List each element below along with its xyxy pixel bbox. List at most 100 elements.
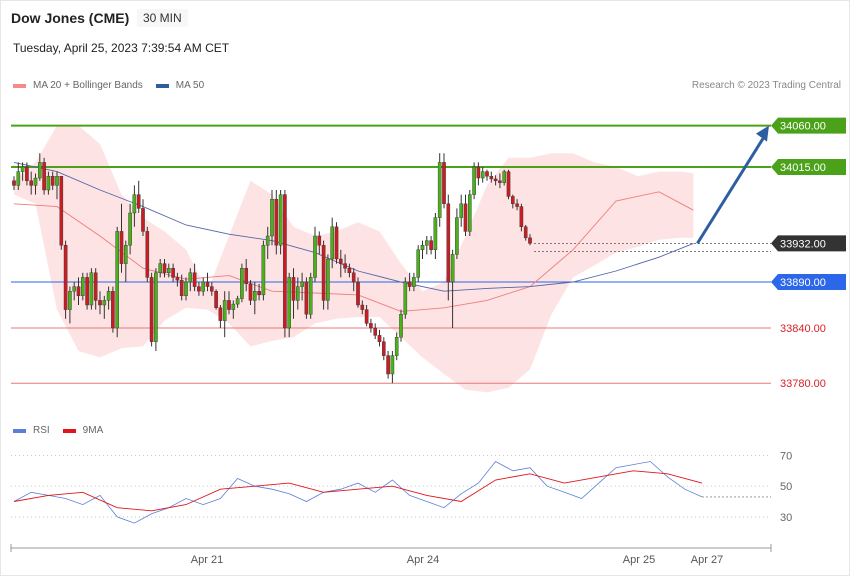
legend-label-rsi: RSI	[33, 425, 50, 436]
candle-body	[85, 277, 89, 306]
candle-body	[407, 281, 412, 287]
candle-body	[205, 281, 210, 287]
forecast-arrow-head	[756, 125, 769, 142]
candle-body	[339, 258, 343, 264]
candle-body	[313, 235, 317, 278]
legend-swatch-rsi-ma	[62, 428, 76, 433]
candle-body	[437, 162, 442, 218]
candle-body	[222, 300, 227, 321]
candle-body	[42, 162, 46, 191]
candle-body	[119, 231, 124, 264]
candle-body	[502, 171, 507, 183]
candle-body	[136, 194, 141, 209]
candle-body	[459, 203, 464, 218]
candles	[12, 153, 532, 384]
instrument-title: Dow Jones (CME)	[11, 10, 130, 26]
legend-label-ma50: MA 50	[175, 80, 205, 91]
candle-body	[399, 314, 403, 338]
legend-swatch-ma50	[155, 83, 169, 88]
candle-body	[240, 268, 244, 299]
candle-body	[480, 171, 485, 179]
rsi-ma-line	[13, 470, 703, 512]
rsi-legend: RSI 9MA	[13, 425, 116, 436]
candle-body	[283, 194, 287, 329]
candle-body	[128, 212, 132, 246]
candle-body	[38, 162, 42, 179]
interval-selector[interactable]: 30 MIN	[137, 9, 188, 27]
candle-body	[308, 277, 313, 315]
level-label-4: 33840.00	[780, 323, 826, 335]
candle-body	[270, 198, 274, 237]
candle-body	[227, 300, 231, 310]
candle-body	[515, 203, 519, 207]
candle-body	[149, 277, 154, 342]
candle-body	[63, 244, 68, 310]
bollinger-band-area	[14, 125, 694, 393]
candle-body	[123, 244, 128, 264]
candle-body	[231, 303, 236, 310]
candle-body	[506, 171, 511, 197]
candle-body	[300, 281, 304, 287]
candle-body	[394, 337, 399, 356]
candle-body	[197, 286, 201, 292]
candle-body	[386, 355, 390, 375]
level-tag-0	[771, 117, 846, 134]
legend-label-ma20: MA 20 + Bollinger Bands	[33, 80, 143, 91]
candle-body	[304, 281, 309, 315]
forecast-arrow-shaft	[696, 137, 765, 245]
candle-body	[364, 309, 369, 324]
candle-body	[429, 240, 433, 251]
candle-body	[420, 244, 425, 250]
candle-body	[347, 268, 352, 274]
candle-body	[93, 272, 98, 301]
candle-body	[463, 203, 468, 232]
candle-body	[343, 263, 347, 269]
candle-body	[317, 235, 322, 246]
candle-body	[468, 194, 472, 232]
candle-body	[98, 300, 102, 306]
candle-body	[433, 217, 438, 251]
candle-body	[519, 206, 524, 227]
candle-body	[489, 175, 494, 180]
candle-body	[20, 166, 25, 172]
level-tag-2	[771, 235, 846, 252]
candle-body	[158, 263, 163, 274]
candle-body	[111, 291, 115, 329]
candle-body	[326, 258, 330, 301]
candle-body	[493, 178, 498, 182]
candle-body	[455, 217, 459, 255]
candle-body	[321, 244, 326, 301]
candle-body	[50, 175, 55, 186]
candle-body	[287, 277, 292, 329]
candle-body	[89, 272, 94, 306]
level-label-5: 33780.00	[780, 378, 826, 390]
candle-body	[72, 286, 76, 292]
candle-body	[377, 335, 382, 342]
candle-body	[425, 240, 429, 246]
candle-body	[446, 203, 451, 283]
candle-body	[132, 194, 137, 214]
x-tick-label-1: Apr 24	[407, 554, 439, 566]
legend-swatch-rsi	[13, 428, 26, 433]
candle-body	[141, 208, 145, 232]
candle-body	[257, 291, 261, 296]
candle-body	[450, 254, 455, 283]
candle-body	[12, 180, 16, 186]
candle-body	[291, 277, 296, 301]
candle-body	[382, 341, 386, 356]
candle-body	[390, 355, 395, 375]
ma50-line	[13, 161, 694, 292]
candle-body	[25, 166, 29, 182]
x-tick-label-2: Apr 25	[623, 554, 655, 566]
candle-body	[175, 277, 180, 281]
candle-body	[29, 180, 34, 186]
candle-body	[184, 281, 188, 297]
candle-body	[334, 226, 339, 260]
candle-body	[373, 327, 378, 336]
candle-body	[235, 298, 240, 305]
candle-body	[485, 171, 489, 177]
candle-body	[472, 166, 476, 195]
candle-body	[351, 272, 356, 283]
rsi-tick-30: 30	[780, 512, 792, 524]
